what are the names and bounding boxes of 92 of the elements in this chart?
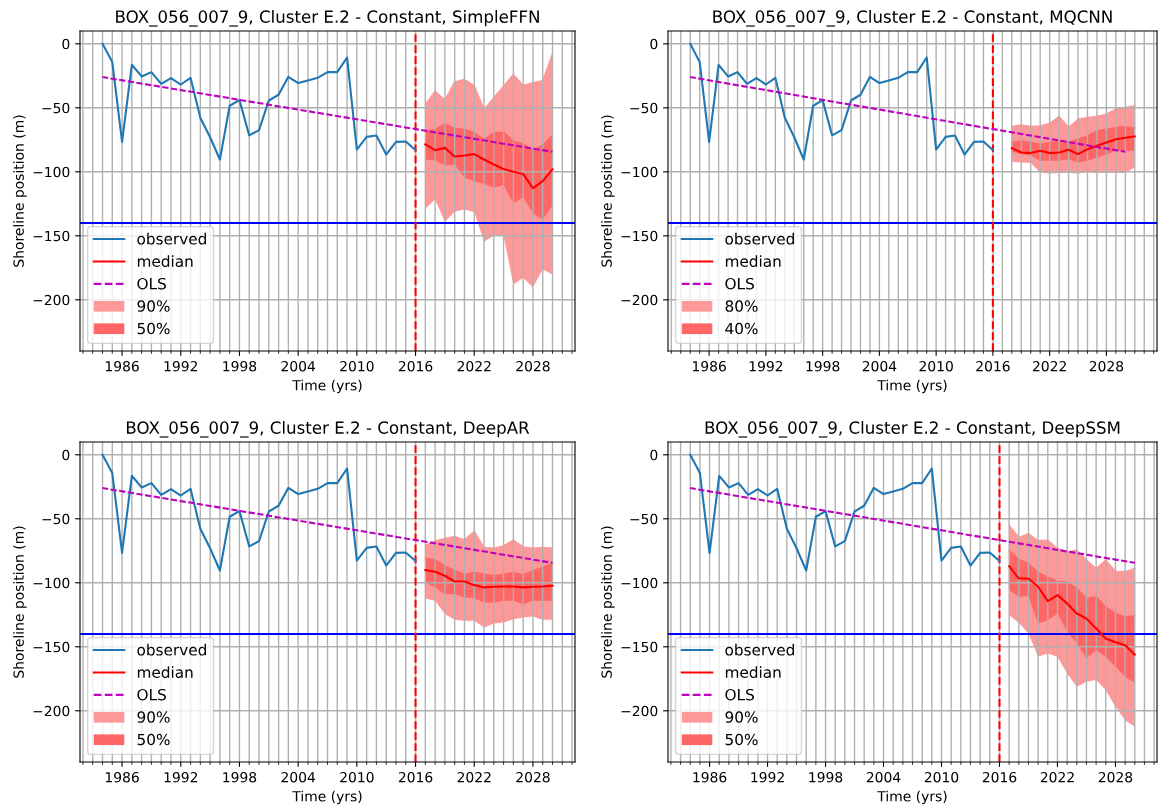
y-tick-label: −200: [33, 294, 70, 306]
x-tick-label: 1998: [223, 771, 257, 783]
chart-title: BOX_056_007_9, Cluster E.2 - Constant, DeepSSM: [705, 421, 1120, 438]
x-tick-label: 2016: [398, 771, 433, 783]
line-series: [101, 453, 417, 572]
x-tick-label: 2010: [924, 771, 959, 783]
x-tick-label: 2022: [1032, 360, 1066, 372]
x-tick-label: 1992: [749, 360, 783, 372]
legend-label: median: [137, 666, 193, 679]
y-tick-label: −50: [42, 102, 70, 114]
x-tick-label: 2028: [516, 771, 550, 783]
y-tick-label: −150: [621, 641, 658, 653]
y-tick-label: 0: [650, 449, 658, 461]
legend-label: observed: [137, 232, 206, 245]
x-axis-title: Time (yrs): [877, 790, 947, 805]
x-tick-label: 1998: [809, 771, 843, 783]
y-axis-title: Shoreline position (m): [601, 115, 615, 267]
legend-label: 90%: [725, 711, 758, 723]
x-axis-title: Time (yrs): [877, 379, 947, 394]
y-axis-title: Shoreline position (m): [13, 115, 27, 267]
x-axis-title: Time (yrs): [292, 790, 362, 805]
y-tick-label: −200: [621, 294, 658, 306]
x-tick-label: 2004: [281, 771, 316, 783]
x-tick-label: 1992: [164, 771, 198, 783]
x-tick-label: 2022: [457, 771, 491, 783]
x-tick-label: 2010: [340, 360, 374, 372]
y-tick-label: −50: [42, 513, 70, 525]
x-tick-label: 1986: [105, 771, 139, 783]
y-tick-label: −150: [33, 641, 70, 653]
legend-label: OLS: [725, 688, 754, 701]
y-tick-label: −150: [621, 230, 658, 242]
y-tick-label: −100: [33, 577, 70, 589]
y-tick-label: −100: [621, 166, 658, 178]
x-tick-label: 2028: [1098, 771, 1133, 783]
x-tick-label: 2028: [516, 360, 550, 372]
x-axis-title: Time (yrs): [292, 379, 362, 394]
line-series: [689, 453, 1001, 572]
y-axis-title: Shoreline position (m): [13, 526, 27, 678]
x-tick-label: 1992: [164, 360, 198, 372]
x-tick-label: 2004: [281, 360, 316, 372]
y-tick-label: −50: [630, 102, 658, 114]
y-tick-label: −150: [33, 230, 70, 242]
line-series: [424, 143, 554, 190]
x-tick-label: 1986: [105, 360, 139, 372]
legend-label: median: [725, 255, 781, 268]
x-tick-label: 2004: [866, 771, 901, 783]
legend-label: median: [137, 255, 193, 268]
line-series: [424, 569, 554, 589]
legend-label: OLS: [725, 277, 754, 290]
legend-label: OLS: [137, 277, 166, 290]
y-tick-label: 0: [62, 38, 70, 50]
x-tick-label: 2010: [919, 360, 953, 372]
x-tick-label: 1992: [751, 771, 784, 783]
x-tick-label: 1998: [806, 360, 840, 372]
x-tick-label: 1986: [693, 360, 726, 372]
y-tick-label: −200: [33, 705, 70, 717]
line-series: [1008, 565, 1136, 656]
x-tick-label: 2010: [340, 771, 374, 783]
x-tick-label: 2016: [982, 771, 1017, 783]
legend-label: 40%: [725, 322, 758, 335]
chart-title: BOX_056_007_9, Cluster E.2 - Constant, SimpleFFN: [116, 10, 539, 27]
legend-label: 90%: [137, 300, 170, 312]
legend-label: 80%: [725, 300, 758, 312]
x-tick-label: 2022: [1040, 771, 1074, 783]
line-series: [1010, 135, 1136, 156]
x-tick-label: 2028: [1089, 360, 1124, 372]
legend-label: OLS: [137, 688, 166, 701]
x-tick-label: 2016: [398, 360, 433, 372]
x-tick-label: 1986: [693, 771, 727, 783]
chart-title: BOX_056_007_9, Cluster E.2 - Constant, DeepAR: [126, 421, 530, 438]
y-tick-label: −200: [621, 705, 658, 717]
legend-label: observed: [137, 643, 206, 656]
legend-label: 50%: [137, 733, 170, 746]
line-series: [689, 42, 994, 161]
legend-label: 50%: [725, 733, 758, 746]
y-axis-title: Shoreline position (m): [601, 526, 615, 678]
legend-label: 50%: [137, 322, 170, 335]
legend-label: observed: [725, 232, 794, 245]
x-tick-label: 1998: [223, 360, 257, 372]
legend-label: median: [725, 666, 781, 679]
chart-title: BOX_056_007_9, Cluster E.2 - Constant, MQCNN: [713, 10, 1112, 27]
x-tick-label: 2016: [976, 360, 1010, 372]
x-tick-label: 2022: [457, 360, 491, 372]
legend-label: 90%: [137, 711, 170, 723]
line-series: [101, 42, 417, 161]
y-tick-label: −100: [621, 577, 658, 589]
y-tick-label: 0: [62, 449, 70, 461]
y-tick-label: −100: [33, 166, 70, 178]
y-tick-label: 0: [650, 38, 658, 50]
legend-label: observed: [725, 643, 794, 656]
x-tick-label: 2004: [862, 360, 897, 372]
y-tick-label: −50: [630, 513, 658, 525]
